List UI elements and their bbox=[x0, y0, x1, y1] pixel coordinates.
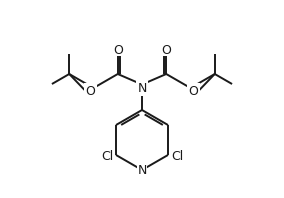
Text: N: N bbox=[137, 164, 147, 177]
Text: Cl: Cl bbox=[101, 149, 113, 163]
Text: O: O bbox=[113, 44, 123, 56]
Text: O: O bbox=[161, 44, 171, 56]
Text: N: N bbox=[137, 82, 147, 94]
Text: O: O bbox=[85, 85, 95, 97]
Text: O: O bbox=[189, 85, 199, 97]
Text: Cl: Cl bbox=[171, 149, 183, 163]
